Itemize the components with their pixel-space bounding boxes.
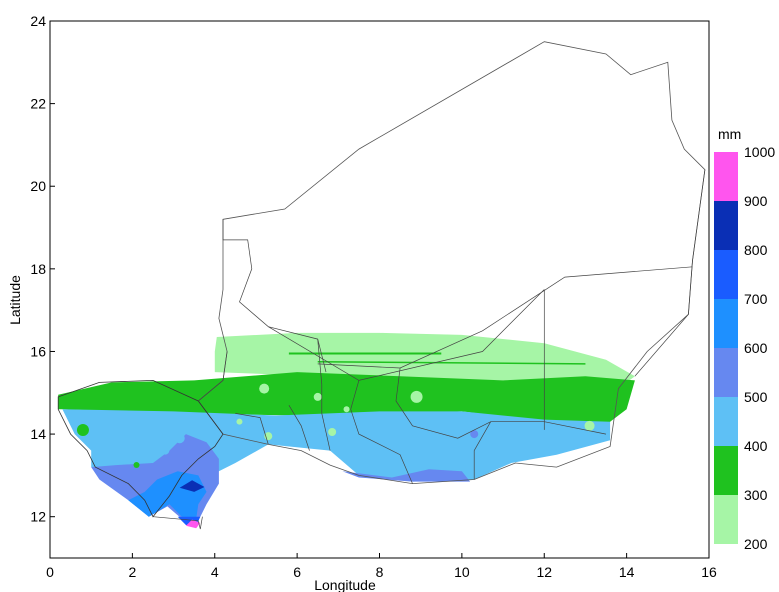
colorbar-label: 900: [744, 193, 768, 209]
y-tick-label: 22: [30, 96, 46, 112]
x-tick-label: 16: [701, 564, 717, 580]
x-tick-label: 0: [46, 564, 54, 580]
rainfall-spot: [285, 416, 297, 428]
x-tick-label: 6: [293, 564, 301, 580]
colorbar-label: 700: [744, 291, 768, 307]
rainfall-spot: [585, 421, 595, 431]
colorbar-label: 500: [744, 389, 768, 405]
colorbar-label: 600: [744, 340, 768, 356]
x-tick-label: 10: [454, 564, 470, 580]
plot-area: [58, 42, 705, 529]
x-tick-label: 14: [619, 564, 635, 580]
y-tick-label: 24: [30, 13, 46, 29]
x-tick-label: 12: [536, 564, 552, 580]
colorbar-label: 300: [744, 487, 768, 503]
colorbar-label: 400: [744, 438, 768, 454]
rainfall-spot: [344, 406, 350, 412]
rainfall-spot: [133, 462, 139, 468]
rainfall-spot: [236, 419, 242, 425]
colorbar-swatch-400-500: [714, 397, 738, 446]
x-tick-label: 2: [128, 564, 136, 580]
y-tick-label: 20: [30, 178, 46, 194]
rainfall-spot: [259, 384, 269, 394]
colorbar-unit-label: mm: [718, 126, 741, 142]
colorbar-swatch-600-700: [714, 299, 738, 348]
rainfall-spot: [328, 428, 336, 436]
y-tick-label: 18: [30, 261, 46, 277]
x-tick-label: 4: [211, 564, 219, 580]
rainfall-spot: [411, 391, 423, 403]
rainfall-spot: [77, 424, 89, 436]
rainfall-spot: [343, 438, 351, 446]
x-tick-label: 8: [376, 564, 384, 580]
colorbar-swatch-500-600: [714, 348, 738, 397]
colorbar-label: 200: [744, 536, 768, 552]
colorbar-label: 1000: [744, 144, 775, 160]
y-axis-title: Latitude: [7, 275, 23, 325]
colorbar-swatch-200-300: [714, 495, 738, 544]
y-tick-label: 14: [30, 426, 46, 442]
colorbar-swatch-700-800: [714, 250, 738, 299]
x-axis-title: Longitude: [314, 577, 376, 592]
rainfall-spot: [314, 393, 322, 401]
y-tick-label: 16: [30, 343, 46, 359]
rainfall-spot: [161, 447, 169, 455]
colorbar: 200 300 400 500 600 700 800 900 1000: [714, 144, 775, 552]
colorbar-swatch-300-400: [714, 446, 738, 495]
y-tick-label: 12: [30, 509, 46, 525]
colorbar-swatch-900-1000: [714, 152, 738, 201]
colorbar-swatch-800-900: [714, 201, 738, 250]
rainfall-spot: [175, 433, 185, 443]
region-border-line: [635, 170, 705, 377]
colorbar-label: 800: [744, 242, 768, 258]
